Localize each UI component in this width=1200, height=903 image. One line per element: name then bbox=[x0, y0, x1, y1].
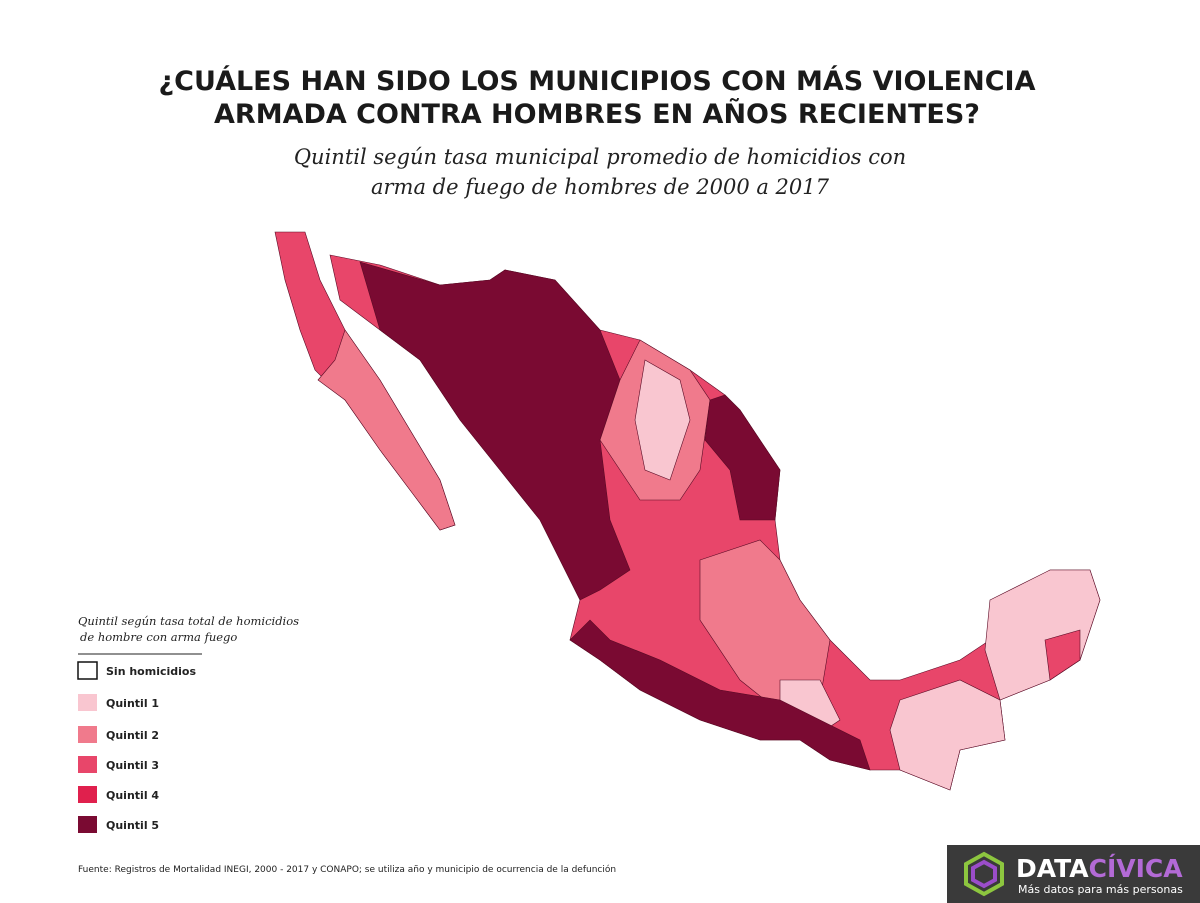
legend-label: Quintil 2 bbox=[106, 729, 159, 742]
legend-swatch bbox=[78, 694, 97, 711]
yucatan-pale bbox=[984, 569, 1101, 701]
northwest-region bbox=[359, 261, 631, 601]
legend-swatch bbox=[78, 786, 97, 803]
legend-label: Quintil 4 bbox=[106, 789, 159, 802]
legend-label: Quintil 5 bbox=[106, 819, 159, 832]
legend-title: de hombre con arma fuego bbox=[80, 630, 237, 644]
legend-swatch bbox=[77, 661, 98, 680]
logo-name-a: DATA bbox=[1016, 854, 1089, 883]
subtitle-line: Quintil según tasa municipal promedio de… bbox=[294, 145, 906, 169]
legend-title: Quintil según tasa total de homicidios bbox=[78, 614, 299, 628]
title-line: ARMADA CONTRA HOMBRES EN AÑOS RECIENTES? bbox=[214, 98, 980, 130]
baja-south bbox=[317, 329, 456, 531]
subtitle-line: arma de fuego de hombres de 2000 a 2017 bbox=[371, 175, 830, 199]
logo: DATACÍVICA Más datos para más personas bbox=[947, 845, 1200, 903]
nuevo-leon-pale bbox=[634, 359, 691, 481]
pacific-south-dark bbox=[569, 619, 871, 771]
logo-tagline: Más datos para más personas bbox=[1018, 883, 1183, 896]
source: Fuente: Registros de Mortalidad INEGI, 2… bbox=[78, 864, 616, 875]
logo-name: DATACÍVICA bbox=[1016, 854, 1183, 883]
logo-icon bbox=[964, 851, 1004, 897]
legend: Quintil según tasa total de homicidios d… bbox=[77, 614, 299, 833]
legend-swatch bbox=[78, 816, 97, 833]
legend-label: Quintil 1 bbox=[106, 697, 159, 710]
legend-label: Quintil 3 bbox=[106, 759, 159, 772]
logo-icon bbox=[971, 859, 997, 889]
legend-swatch bbox=[78, 756, 97, 773]
map bbox=[274, 231, 1101, 791]
center-mixed bbox=[699, 539, 831, 721]
title-line: ¿CUÁLES HAN SIDO LOS MUNICIPIOS CON MÁS … bbox=[159, 65, 1036, 97]
tamaulipas-dark bbox=[704, 394, 781, 521]
logo-name-b: CÍVICA bbox=[1089, 854, 1184, 883]
yucatan-east bbox=[1044, 629, 1081, 681]
chiapas bbox=[889, 679, 1006, 791]
legend-swatch bbox=[78, 726, 97, 743]
legend-label: Sin homicidios bbox=[106, 665, 196, 678]
